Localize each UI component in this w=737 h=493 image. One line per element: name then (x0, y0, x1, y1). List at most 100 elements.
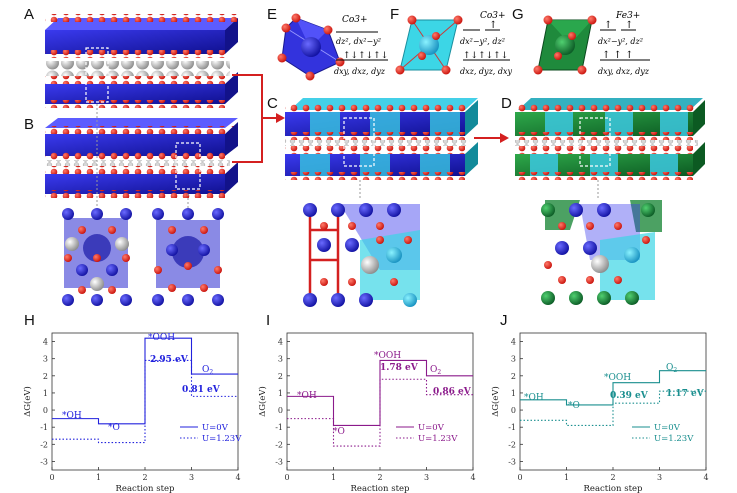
structure-d (515, 98, 705, 180)
y-tick-label: 2 (43, 372, 48, 381)
step-label: O2 (430, 365, 441, 376)
series-line (520, 370, 706, 406)
series-line (287, 359, 473, 427)
step-label: *O (108, 423, 120, 433)
x-axis-label: Reaction step (584, 484, 643, 493)
y-tick-label: -2 (508, 440, 516, 449)
panel-label-a: A (24, 6, 35, 23)
energy-annotation: 0.39 eV (610, 391, 649, 401)
structure-c (285, 98, 478, 180)
panel-label-i: I (266, 312, 271, 329)
energy-annotation: 0.81 eV (182, 385, 221, 395)
panel-label-e: E (267, 6, 278, 23)
svg-text:↑↓↑↓↑↓: ↑↓↑↓↑↓ (343, 51, 388, 61)
y-tick-label: 3 (511, 355, 516, 364)
step-label: *OH (297, 391, 317, 401)
y-tick-label: 4 (511, 338, 516, 347)
panel-label-d: D (501, 95, 512, 112)
x-axis-label: Reaction step (351, 484, 410, 493)
y-tick-label: 3 (43, 355, 48, 364)
eg-label-g: dx²−y², dz² (598, 37, 643, 46)
t2g-label-f: dxz, dyz, dxy (460, 67, 513, 76)
y-tick-label: -2 (40, 440, 48, 449)
octahedron-f (395, 15, 463, 75)
legend-entry: U=1.23V (654, 434, 694, 444)
ion-label-f: Co3+ (480, 11, 506, 21)
y-tick-label: 2 (511, 372, 516, 381)
chart-j: 0 1 2 3 4 -3 -2 -1 0 1 2 3 4 Reaction step ΔG(eV) *OH *O… (490, 332, 709, 493)
orbital-diagram-g: ↑ ↑ ↑ ↑ ↑ (600, 20, 650, 61)
panel-label-c: C (267, 95, 278, 112)
crystal-structures-figure: ↑↓↑↓↑↓ ↑ ↑↓↑↓↑↓ ↑ ↑ ↑ ↑ ↑ Co3+ Co3+ Fe3+… (45, 11, 705, 307)
y-axis-label: ΔG(eV) (257, 386, 268, 417)
legend-entry: U=1.23V (418, 434, 458, 444)
zoom-cell-d (537, 180, 663, 306)
svg-text:↑↓↑↓↑↓: ↑↓↑↓↑↓ (463, 51, 508, 61)
step-label: *OOH (604, 373, 631, 383)
zoom-cell-b (150, 194, 224, 306)
panel-label-j: J (500, 312, 508, 329)
y-tick-label: -3 (508, 457, 516, 466)
y-tick-label: 3 (278, 355, 283, 364)
y-axis-label: ΔG(eV) (490, 386, 501, 417)
y-tick-label: 1 (43, 389, 48, 398)
energy-annotation: 0.86 eV (433, 387, 472, 397)
step-label: *OOH (148, 333, 175, 343)
x-tick-label: 2 (610, 473, 615, 482)
zoom-cell-c (303, 180, 421, 307)
legend-entry: U=1.23V (202, 434, 242, 444)
y-tick-label: -2 (275, 440, 283, 449)
x-axis-label: Reaction step (116, 484, 175, 493)
x-tick-label: 1 (96, 473, 101, 482)
x-tick-label: 2 (377, 473, 382, 482)
energy-annotation: 2.95 eV (150, 355, 189, 365)
y-tick-label: 4 (43, 338, 48, 347)
x-tick-label: 1 (564, 473, 569, 482)
step-label: *OH (524, 393, 544, 403)
x-tick-label: 0 (49, 473, 54, 482)
x-tick-label: 4 (703, 473, 708, 482)
orbital-diagram-e: ↑↓↑↓↑↓ (336, 31, 388, 61)
x-tick-label: 4 (235, 473, 240, 482)
panel-label-h: H (24, 312, 35, 329)
panel-label-g: G (512, 6, 524, 23)
octahedron-g (533, 15, 597, 75)
structure-a (45, 14, 238, 108)
legend-entry: U=0V (202, 423, 229, 433)
y-tick-label: 4 (278, 338, 283, 347)
step-label: *OOH (374, 351, 401, 361)
legend-entry: U=0V (418, 423, 445, 433)
orbital-diagram-f: ↑ ↑↓↑↓↑↓ (463, 20, 510, 61)
y-tick-label: 0 (511, 406, 516, 415)
y-tick-label: -3 (40, 457, 48, 466)
legend-entry: U=0V (654, 423, 681, 433)
arrow-c-to-d (474, 133, 509, 143)
step-label: *O (568, 401, 580, 411)
chart-i: 0 1 2 3 4 -3 -2 -1 0 1 2 3 4 Reaction step ΔG(eV) *OH *O… (257, 332, 476, 493)
y-tick-label: 1 (278, 389, 283, 398)
x-tick-label: 3 (657, 473, 662, 482)
energy-annotation: 1.78 eV (380, 363, 419, 373)
series-line (520, 390, 706, 427)
svg-text:↑ ↑ ↑: ↑ ↑ ↑ (602, 50, 634, 61)
panel-label-b: B (24, 116, 35, 133)
t2g-label-e: dxy, dxz, dyz (334, 67, 386, 76)
y-tick-label: 2 (278, 372, 283, 381)
svg-text:↑: ↑ (625, 20, 633, 31)
zoom-cell-a (60, 104, 134, 306)
x-tick-label: 1 (331, 473, 336, 482)
y-tick-label: -1 (275, 423, 283, 432)
y-tick-label: 1 (511, 389, 516, 398)
y-tick-label: -1 (40, 423, 48, 432)
energy-annotation: 1.17 eV (666, 389, 705, 399)
energy-diagrams: 0 1 2 3 4 -3 -2 -1 0 1 2 3 4 Reaction step ΔG(eV) *OH *O… (22, 332, 709, 493)
x-tick-label: 2 (142, 473, 147, 482)
step-label: O2 (666, 363, 677, 374)
chart-h: 0 1 2 3 4 -3 -2 -1 0 1 2 3 4 Reaction step ΔG(eV) *OH *O… (22, 332, 242, 493)
ion-label-e: Co3+ (342, 15, 368, 25)
octahedron-e (277, 13, 345, 81)
x-tick-label: 0 (517, 473, 522, 482)
y-tick-label: 0 (43, 406, 48, 415)
step-label: O2 (202, 365, 213, 376)
x-tick-label: 0 (284, 473, 289, 482)
